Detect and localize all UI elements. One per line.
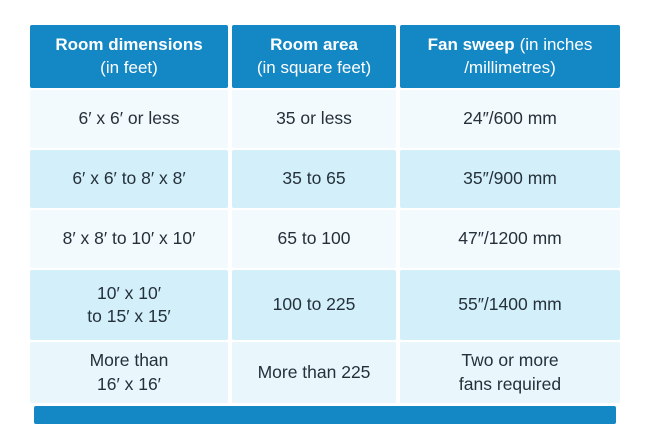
cell-dimensions: 8′ x 8′ to 10′ x 10′ [30,210,228,268]
header-label-bold: Room dimensions [55,34,203,54]
header-line: Room area [270,34,358,57]
fan-size-table: Room dimensions (in feet) Room area (in … [30,25,620,403]
header-label-rest: (in inches [519,34,593,54]
cell-sweep: Two or more fans required [400,342,620,403]
header-cell-room-dimensions: Room dimensions (in feet) [30,25,228,88]
cell-sweep: 55″/1400 mm [400,270,620,340]
header-cell-fan-sweep: Fan sweep (in inches /millimetres) [400,25,620,88]
table-footer-bar [34,406,616,424]
header-label-sub: (in square feet) [256,57,372,77]
cell-dimensions: 6′ x 6′ or less [30,90,228,148]
cell-area: 35 to 65 [232,150,396,208]
header-label-bold: Room area [270,34,358,54]
header-label-sub: /millimetres) [464,57,556,77]
header-label-sub: (in feet) [100,57,158,77]
cell-area: 35 or less [232,90,396,148]
cell-dimensions: More than 16′ x 16′ [30,342,228,403]
cell-sweep: 47″/1200 mm [400,210,620,268]
header-line: Fan sweep (in inches [428,34,593,57]
cell-area: 65 to 100 [232,210,396,268]
cell-area: 100 to 225 [232,270,396,340]
cell-sweep: 24″/600 mm [400,90,620,148]
header-line: Room dimensions [55,34,202,57]
cell-area: More than 225 [232,342,396,403]
header-cell-room-area: Room area (in square feet) [232,25,396,88]
cell-dimensions: 6′ x 6′ to 8′ x 8′ [30,150,228,208]
header-label-bold: Fan sweep [427,34,515,54]
cell-dimensions: 10′ x 10′ to 15′ x 15′ [30,270,228,340]
cell-sweep: 35″/900 mm [400,150,620,208]
